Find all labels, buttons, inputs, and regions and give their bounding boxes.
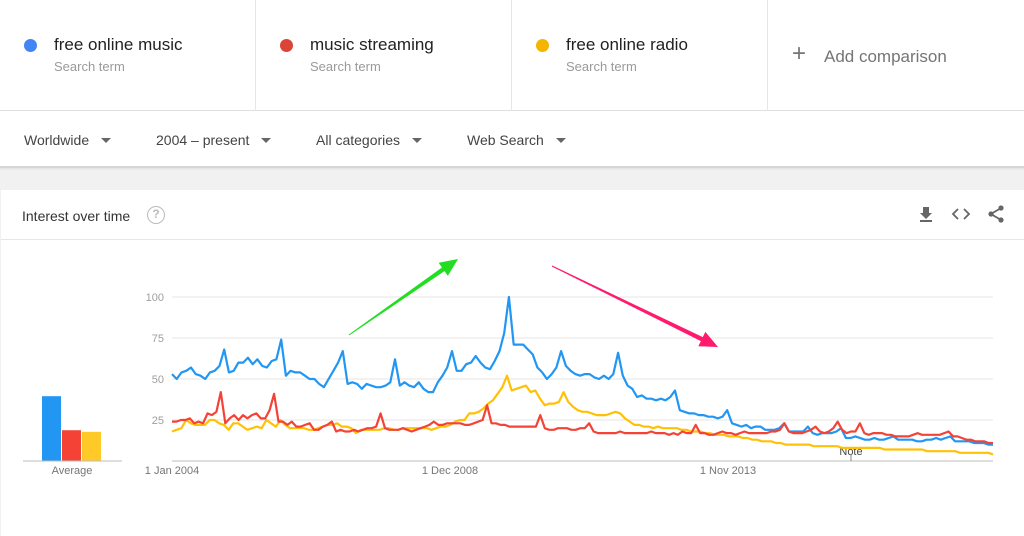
term-card-2[interactable]: music streaming Search term	[256, 0, 512, 111]
term-name[interactable]: music streaming	[310, 35, 434, 54]
category-dropdown-label: All categories	[316, 132, 401, 148]
color-dot-icon	[280, 39, 293, 52]
embed-icon[interactable]	[951, 204, 971, 224]
download-icon[interactable]	[916, 204, 936, 224]
card-header: Interest over time ?	[1, 190, 1024, 240]
caret-down-icon	[412, 137, 423, 143]
term-type: Search term	[54, 59, 125, 74]
term-card-3[interactable]: free online radio Search term	[512, 0, 768, 111]
search-type-dropdown[interactable]: Web Search	[467, 132, 566, 148]
help-icon[interactable]: ?	[147, 206, 165, 224]
color-dot-icon	[24, 39, 37, 52]
search-type-dropdown-label: Web Search	[467, 132, 544, 148]
share-icon[interactable]	[986, 204, 1006, 224]
term-type: Search term	[310, 59, 381, 74]
search-terms-bar: free online music Search term music stre…	[0, 0, 1024, 111]
caret-down-icon	[101, 137, 112, 143]
term-name[interactable]: free online radio	[566, 35, 688, 54]
region-dropdown-label: Worldwide	[24, 132, 90, 148]
interest-over-time-card: Interest over time ?	[1, 190, 1024, 536]
time-range-dropdown[interactable]: 2004 – present	[156, 132, 272, 148]
caret-down-icon	[555, 137, 566, 143]
add-comparison-label: Add comparison	[824, 47, 947, 66]
caret-down-icon	[261, 137, 272, 143]
region-dropdown[interactable]: Worldwide	[24, 132, 112, 148]
plus-icon: +	[792, 40, 807, 67]
term-card-1[interactable]: free online music Search term	[0, 0, 256, 111]
term-name[interactable]: free online music	[54, 35, 183, 54]
card-title: Interest over time	[22, 208, 131, 224]
category-dropdown[interactable]: All categories	[316, 132, 423, 148]
filter-bar: Worldwide 2004 – present All categories …	[0, 111, 1024, 168]
add-comparison-button[interactable]: + Add comparison	[768, 0, 1024, 111]
time-range-dropdown-label: 2004 – present	[156, 132, 250, 148]
term-type: Search term	[566, 59, 637, 74]
color-dot-icon	[536, 39, 549, 52]
